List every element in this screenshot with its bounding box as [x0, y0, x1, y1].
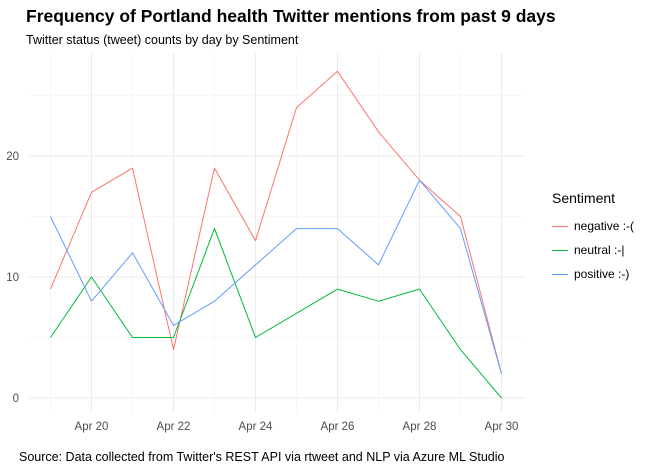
y-tick-label: 10	[6, 272, 19, 284]
legend-label-neutral: neutral :-|	[574, 243, 625, 257]
legend-title: Sentiment	[552, 190, 616, 206]
x-axis-tick-labels: Apr 20 Apr 22 Apr 24 Apr 26 Apr 28 Apr 30	[75, 421, 519, 433]
series-lines	[50, 70, 502, 399]
legend-key-negative	[552, 225, 568, 227]
x-tick-label: Apr 26	[321, 421, 355, 433]
legend-item-neutral: neutral :-|	[552, 238, 634, 262]
series-line-negative	[50, 70, 502, 374]
x-tick-label: Apr 22	[157, 421, 191, 433]
legend-label-positive: positive :-)	[574, 267, 630, 281]
chart-caption: Source: Data collected from Twitter's RE…	[19, 450, 505, 464]
chart-title: Frequency of Portland health Twitter men…	[26, 6, 556, 26]
chart-subtitle: Twitter status (tweet) counts by day by …	[26, 33, 299, 47]
y-tick-label: 20	[6, 151, 19, 163]
legend-key-positive	[552, 273, 568, 275]
x-tick-label: Apr 30	[485, 421, 519, 433]
series-line-neutral	[50, 228, 502, 399]
legend: Sentiment negative :-( neutral :-| posit…	[552, 190, 634, 286]
x-tick-label: Apr 20	[75, 421, 109, 433]
major-gridlines	[29, 53, 525, 413]
legend-label-negative: negative :-(	[574, 219, 635, 233]
series-line-positive	[50, 179, 502, 374]
legend-item-negative: negative :-(	[552, 214, 634, 238]
legend-key-neutral	[552, 249, 568, 251]
y-axis-tick-labels: 0 10 20	[6, 151, 19, 405]
legend-item-positive: positive :-)	[552, 262, 634, 286]
y-tick-label: 0	[13, 393, 19, 405]
x-tick-label: Apr 28	[403, 421, 437, 433]
minor-gridlines	[29, 53, 525, 413]
x-tick-label: Apr 24	[239, 421, 273, 433]
